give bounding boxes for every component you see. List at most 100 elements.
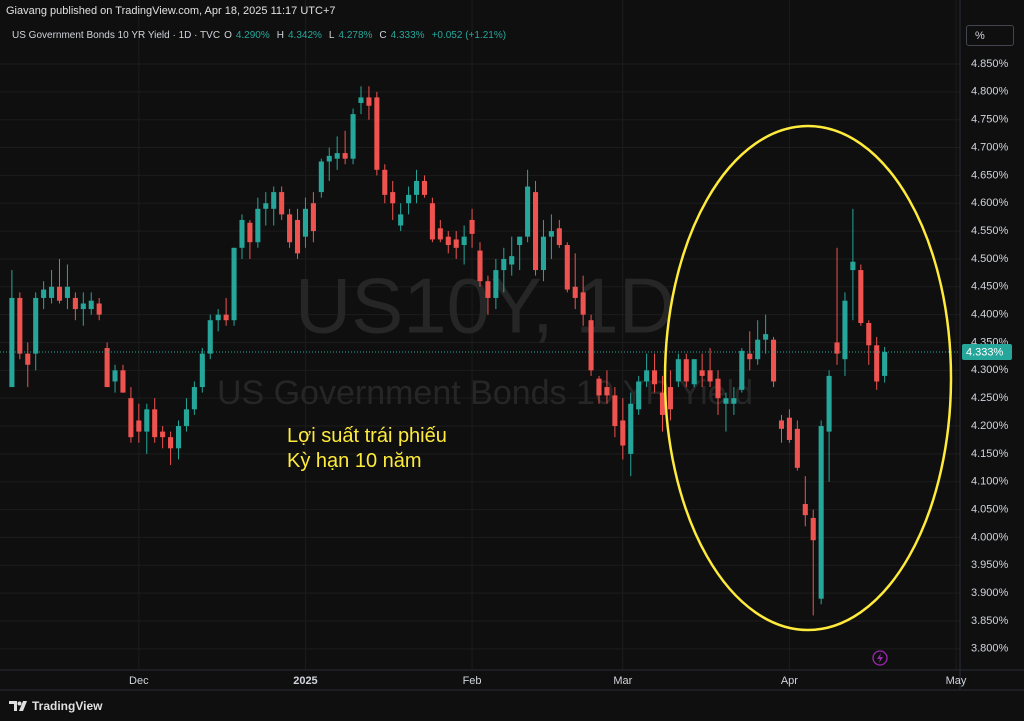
candle-body <box>120 370 126 393</box>
candle-body <box>191 387 197 410</box>
y-tick-label: 3.900% <box>971 587 1009 599</box>
candle-body <box>398 214 404 226</box>
candle-body <box>731 398 737 404</box>
legend-key: H <box>276 30 284 41</box>
x-tick-label: 2025 <box>293 675 317 687</box>
candle-body <box>128 398 134 438</box>
y-tick-label: 4.850% <box>971 58 1009 70</box>
candle-body <box>271 192 277 209</box>
candle-body <box>350 114 356 159</box>
candle-body <box>183 409 189 427</box>
candle-body <box>334 153 340 159</box>
y-tick-label: 3.800% <box>971 643 1009 655</box>
candle-body <box>548 231 554 237</box>
candle-body <box>659 392 666 415</box>
y-tick-label: 4.800% <box>971 86 1009 98</box>
candle-body <box>469 219 475 234</box>
candle-body <box>755 339 761 360</box>
candle-body <box>834 342 840 354</box>
candle-body <box>525 186 531 237</box>
x-tick-label: May <box>946 675 967 687</box>
candle-body <box>501 258 507 271</box>
y-tick-label: 4.400% <box>971 309 1009 321</box>
candle-body <box>80 303 86 310</box>
candle-body <box>882 351 888 376</box>
candle-body <box>691 359 697 385</box>
candle-body <box>493 270 499 298</box>
candle-body <box>56 286 63 301</box>
annotation: Lợi suất trái phiếu Kỳ hạn 10 năm <box>287 424 447 474</box>
legend-key: L <box>328 30 335 41</box>
legend-change: +0.052 (+1.21%) <box>431 30 507 41</box>
watermark-symbol: US10Y, 1D <box>295 262 675 350</box>
last-price-box <box>962 343 1012 360</box>
legend-value: 4.342% <box>288 30 322 41</box>
x-tick-label: Feb <box>463 675 482 687</box>
candle-body <box>802 504 808 516</box>
candle-body <box>794 428 800 468</box>
legend-value: 4.290% <box>235 30 270 41</box>
candle-body <box>358 97 364 103</box>
candle-body <box>287 214 293 243</box>
brand-name: TradingView <box>32 699 103 713</box>
candle-body <box>667 387 673 410</box>
candle-body <box>374 97 380 170</box>
candle-body <box>239 219 245 248</box>
candle-body <box>382 169 388 195</box>
candle-body <box>842 300 848 360</box>
y-tick-label: 4.200% <box>971 420 1009 432</box>
candle-body <box>723 398 729 404</box>
candle-body <box>556 228 562 246</box>
candle-body <box>366 97 372 106</box>
candle-body <box>152 409 158 438</box>
candle-body <box>72 297 78 310</box>
candle-body <box>707 370 713 382</box>
candle-body <box>818 426 824 599</box>
axes: 3.800% 3.850% 3.900% 3.950% 4.000% 4.050% 4.10… <box>129 58 1012 687</box>
candle-body <box>421 180 428 195</box>
candle-body <box>96 303 102 315</box>
y-tick-label: 4.000% <box>971 531 1009 543</box>
legend-value: 4.333% <box>390 30 425 41</box>
legend-key: O <box>224 30 232 41</box>
x-tick-label: Mar <box>613 675 632 687</box>
brand-logo <box>9 701 27 711</box>
candle-body <box>168 437 174 449</box>
candles <box>0 86 960 616</box>
candle-body <box>64 286 70 298</box>
candle-body <box>406 194 412 204</box>
candle-body <box>540 236 547 271</box>
candle-body <box>620 420 626 446</box>
candle-body <box>588 320 594 371</box>
candle-body <box>33 297 39 354</box>
candle-body <box>223 314 229 321</box>
alert-icon[interactable] <box>872 650 888 666</box>
y-tick-label: 3.950% <box>971 559 1009 571</box>
candle-body <box>810 517 816 541</box>
annotation-line: Lợi suất trái phiếu <box>287 425 447 447</box>
candle-body <box>104 348 110 388</box>
candle-body <box>771 339 777 382</box>
candle-body <box>763 334 769 340</box>
candle-body <box>302 208 308 237</box>
candle-body <box>215 314 221 321</box>
candle-body <box>247 222 253 243</box>
y-tick-label: 4.750% <box>971 114 1009 126</box>
scale-button[interactable]: % <box>966 25 1014 46</box>
y-tick-label: 4.500% <box>971 253 1009 265</box>
candle-body <box>628 403 634 454</box>
candle-body <box>532 192 539 271</box>
candle-body <box>144 409 150 432</box>
candle-body <box>9 297 15 388</box>
candle-body <box>25 353 31 365</box>
legend: US Government Bonds 10 YR Yield · 1D · T… <box>12 30 509 41</box>
candle-body <box>826 375 832 432</box>
candle-body <box>255 208 261 243</box>
candle-body <box>263 203 269 209</box>
candle-body <box>207 320 213 354</box>
candle-body <box>636 381 642 410</box>
highlight-ellipse <box>663 124 953 632</box>
candle-body <box>858 270 864 323</box>
x-tick-label: Dec <box>129 675 149 687</box>
